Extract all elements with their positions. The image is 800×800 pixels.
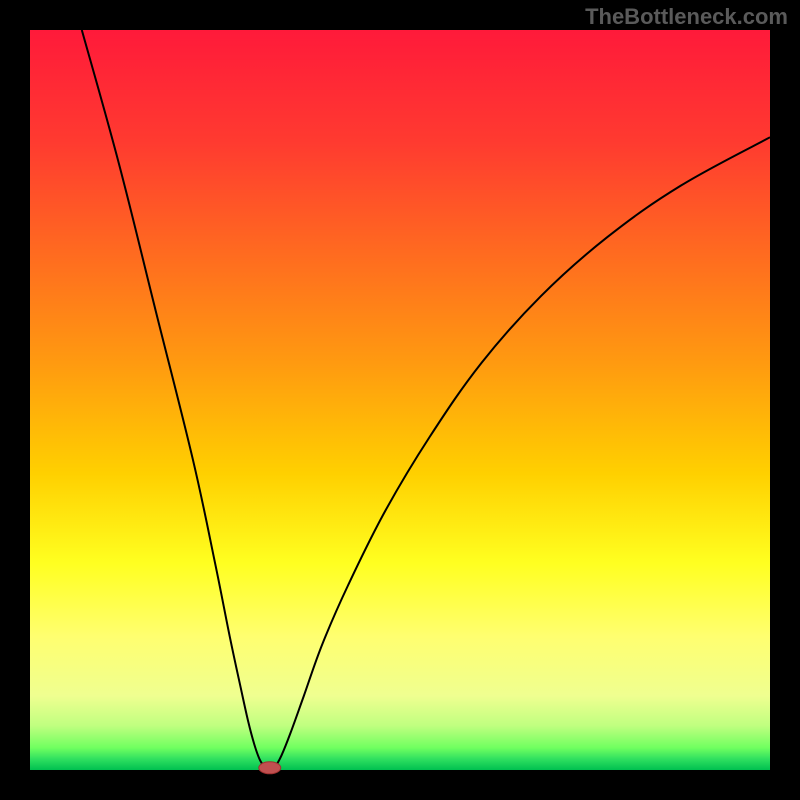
- optimal-point-marker: [259, 762, 281, 774]
- bottleneck-chart: [0, 0, 800, 800]
- watermark-text: TheBottleneck.com: [585, 4, 788, 30]
- chart-svg: [0, 0, 800, 800]
